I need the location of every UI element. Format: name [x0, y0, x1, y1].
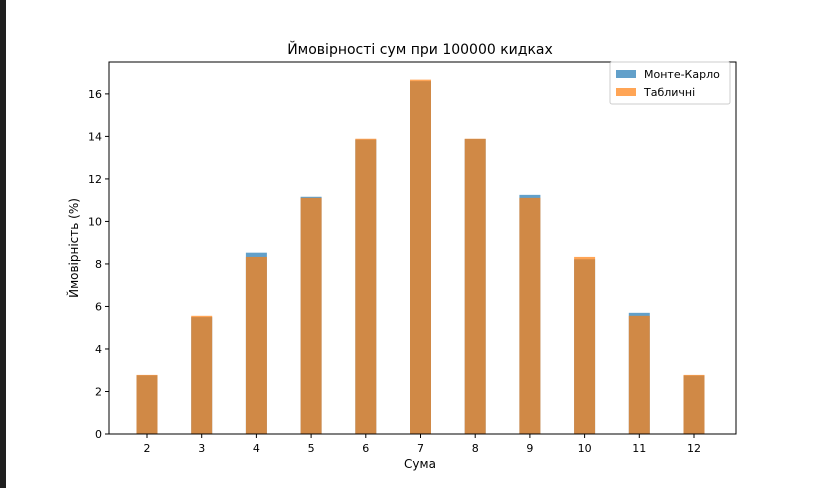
y-tick-label: 6 — [95, 300, 102, 313]
legend-label-tabular: Табличні — [643, 86, 695, 99]
x-tick-label: 8 — [472, 442, 479, 455]
bar-tabular-5 — [300, 197, 322, 434]
chart-title: Ймовірності сум при 100000 кидках — [287, 40, 553, 58]
axes-frame — [108, 61, 737, 435]
legend-label-monte-carlo: Монте-Карло — [644, 68, 720, 81]
x-tick-label: 3 — [198, 442, 205, 455]
bar-tabular-8 — [464, 138, 486, 434]
legend-box — [609, 61, 731, 105]
x-tick-label: 6 — [362, 442, 369, 455]
y-tick-label: 4 — [95, 343, 102, 356]
y-tick-label: 2 — [95, 385, 102, 398]
x-tick-label: 5 — [308, 442, 315, 455]
legend-swatch-tabular — [616, 88, 636, 96]
legend-swatch-monte-carlo — [616, 70, 636, 78]
x-tick-label: 10 — [578, 442, 592, 455]
y-tick-label: 0 — [95, 428, 102, 441]
y-tick-label: 10 — [88, 215, 102, 228]
y-tick-label: 8 — [95, 258, 102, 271]
bar-tabular-7 — [410, 79, 431, 434]
bar-tabular-10 — [574, 256, 596, 434]
x-tick-label: 7 — [417, 442, 424, 455]
y-axis-label: Ймовірність (%) — [66, 198, 81, 298]
x-tick-label: 9 — [526, 442, 533, 455]
bar-tabular-12 — [683, 374, 705, 434]
bar-tabular-3 — [191, 315, 213, 434]
series-tabular — [136, 79, 705, 434]
x-tick-label: 12 — [687, 442, 701, 455]
bar-tabular-11 — [628, 315, 650, 434]
x-tick-label: 4 — [253, 442, 260, 455]
window-left-edge — [0, 0, 6, 488]
x-tick-label: 11 — [632, 442, 646, 455]
bar-tabular-4 — [245, 256, 267, 434]
y-axis-ticks: 0 2 4 6 8 10 12 14 16 — [88, 88, 109, 441]
legend: Монте-Карло Табличні — [609, 61, 731, 105]
bar-tabular-2 — [136, 374, 158, 434]
x-axis-ticks: 2 3 4 5 6 7 8 9 10 11 12 — [144, 434, 701, 455]
bar-tabular-9 — [519, 197, 541, 434]
x-axis-label: Сума — [404, 457, 436, 471]
x-tick-label: 2 — [144, 442, 151, 455]
bar-tabular-6 — [355, 138, 377, 434]
y-tick-label: 12 — [88, 173, 102, 186]
y-tick-label: 16 — [88, 88, 102, 101]
y-tick-label: 14 — [88, 130, 102, 143]
